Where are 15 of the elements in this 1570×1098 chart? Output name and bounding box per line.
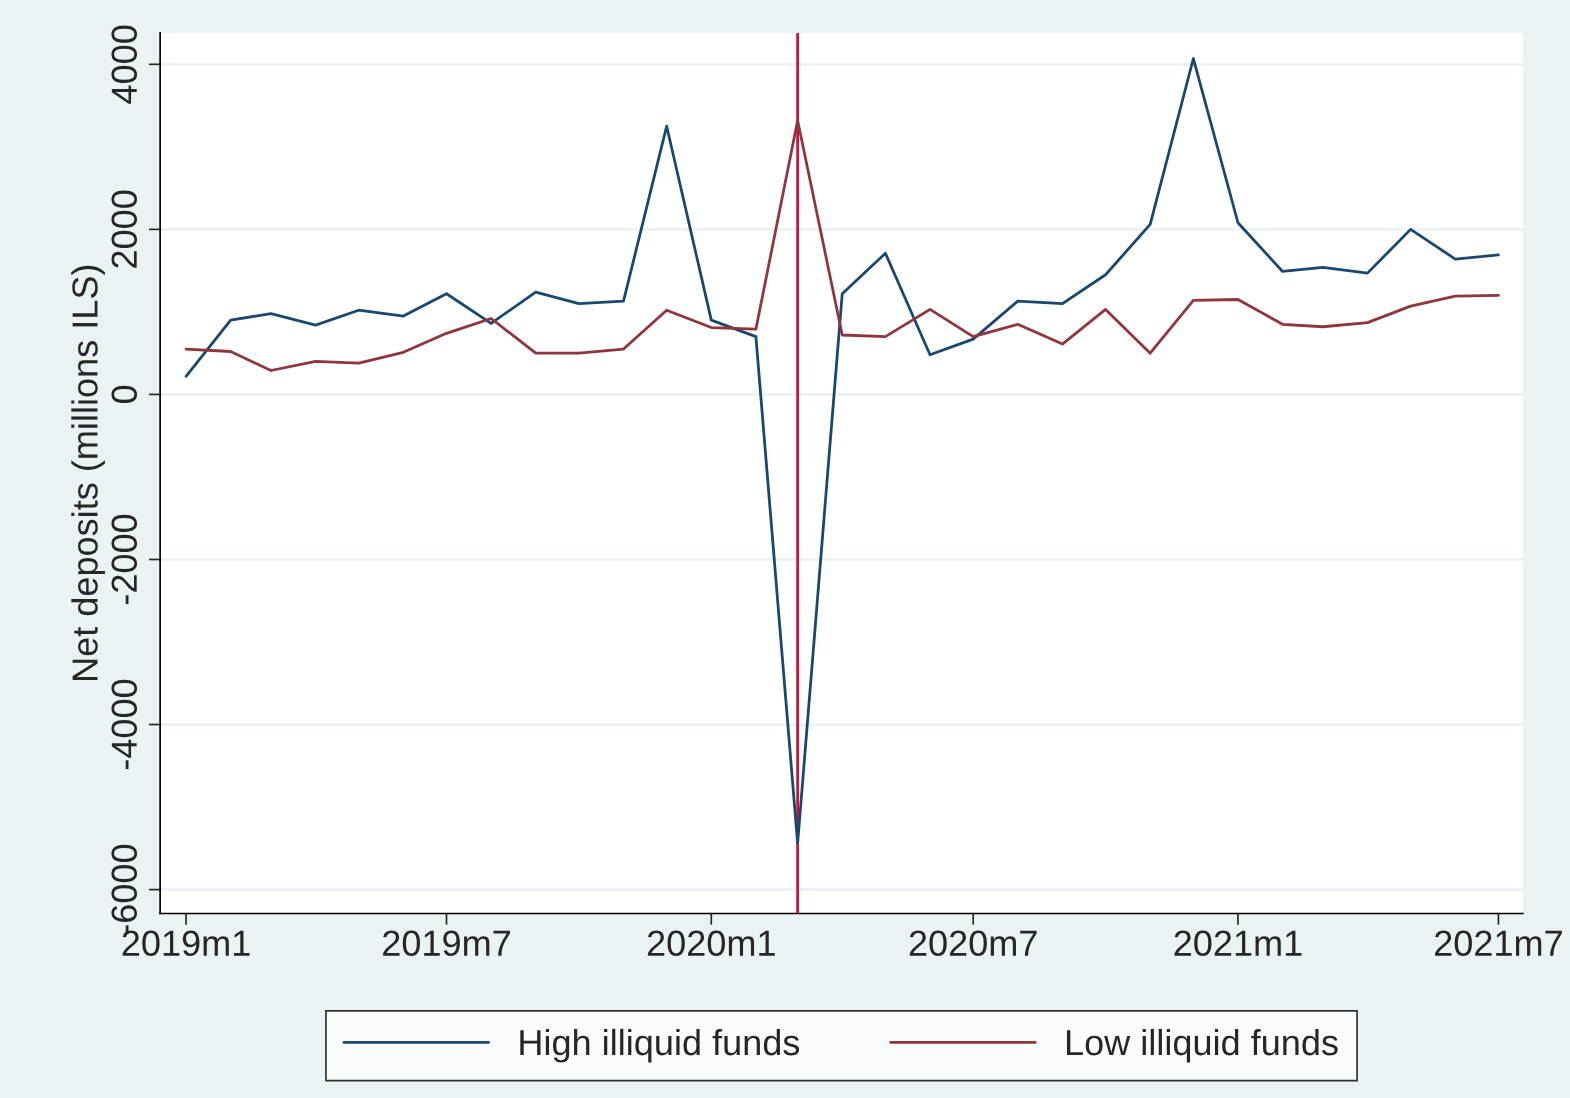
x-tick-label: 2019m7 bbox=[383, 930, 510, 957]
line-series bbox=[184, 57, 1500, 845]
y-tick-label: 4000 bbox=[111, 25, 138, 104]
y-tick-label: 0 bbox=[111, 385, 138, 404]
legend-label: High illiquid funds bbox=[520, 1028, 800, 1063]
x-tick-label: 2020m7 bbox=[909, 930, 1037, 957]
x-tick-label: 2021m1 bbox=[1174, 930, 1302, 957]
x-tick-label: 2021m7 bbox=[1435, 930, 1562, 957]
y-tick-label: -4000 bbox=[111, 679, 138, 770]
y-axis-title: Net deposits (millions ILS) bbox=[71, 265, 105, 680]
y-tick-label: -2000 bbox=[111, 514, 138, 605]
line-series bbox=[184, 119, 1500, 372]
y-tick-label: 2000 bbox=[111, 190, 138, 268]
legend-label: Low illiquid funds bbox=[1066, 1028, 1338, 1063]
x-tick-label: 2020m1 bbox=[647, 930, 775, 957]
